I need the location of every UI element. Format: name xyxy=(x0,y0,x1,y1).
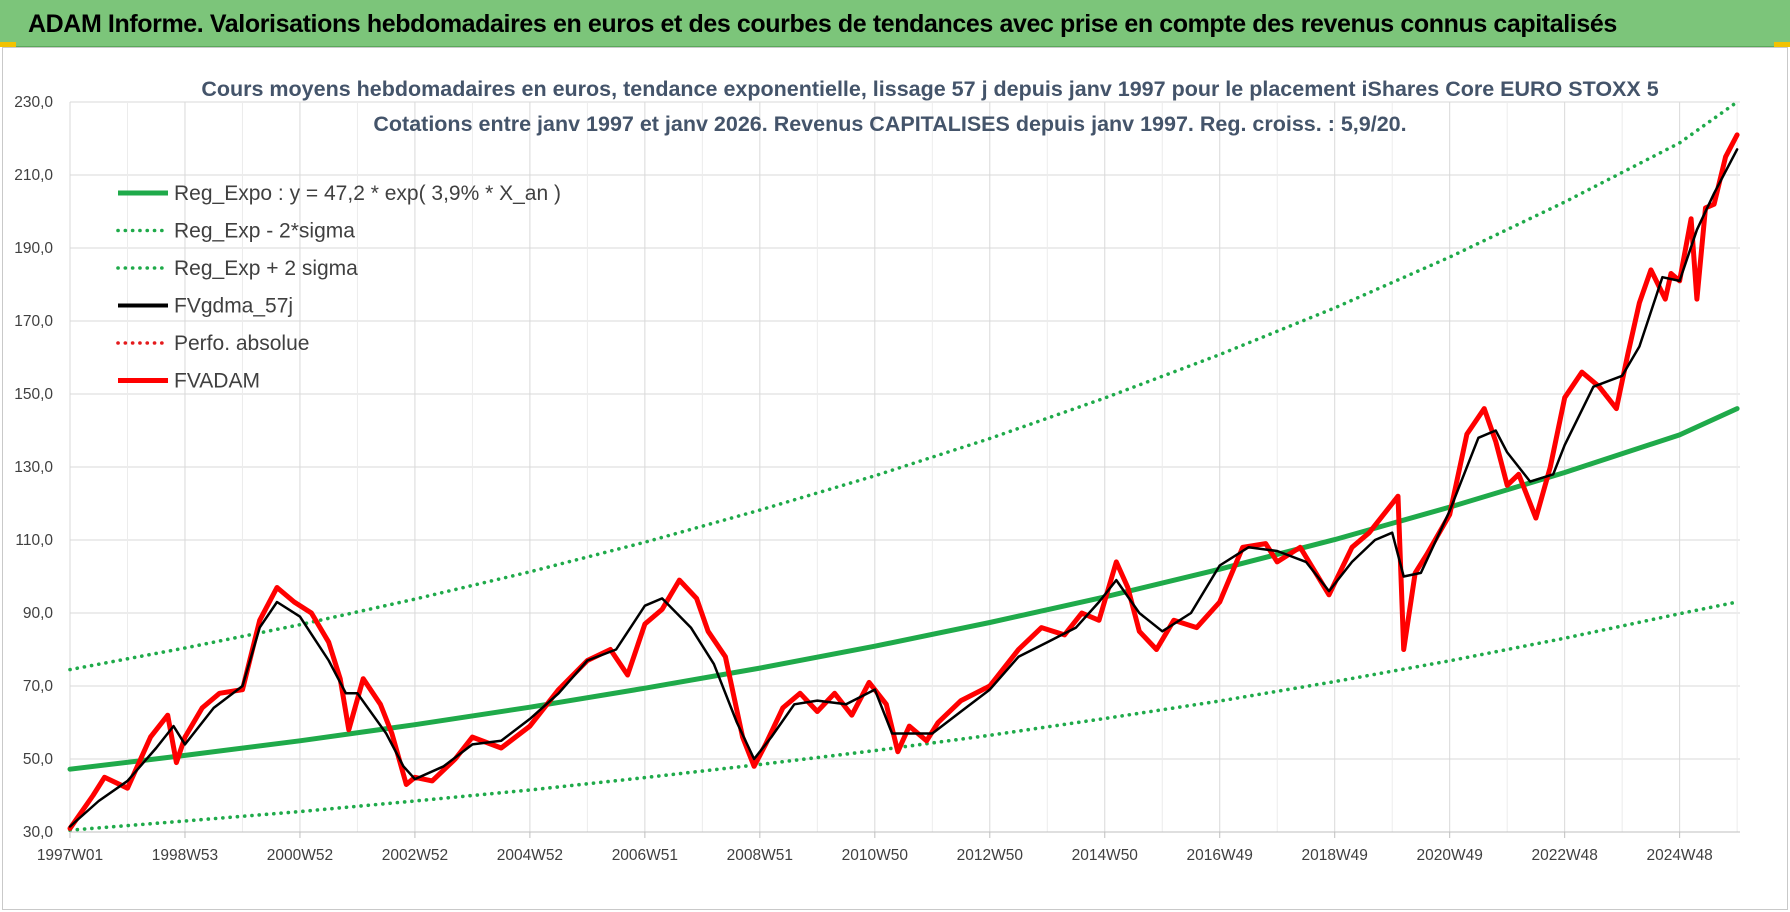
legend-label: Perfo. absolue xyxy=(174,332,309,355)
corner-marker xyxy=(1774,42,1790,47)
y-tick-label: 50,0 xyxy=(23,751,54,768)
x-tick-label: 2004W52 xyxy=(497,847,563,864)
legend-label: Reg_Expo : y = 47,2 * exp( 3,9% * X_an ) xyxy=(174,182,561,205)
x-tick-label: 2022W48 xyxy=(1531,847,1597,864)
corner-marker xyxy=(0,42,16,47)
legend-label: Reg_Exp + 2 sigma xyxy=(174,257,358,280)
y-tick-label: 90,0 xyxy=(23,605,54,622)
series-line-0 xyxy=(67,406,1740,772)
y-tick-label: 30,0 xyxy=(23,824,54,841)
x-tick-label: 1998W53 xyxy=(152,847,218,864)
series-line-3 xyxy=(68,148,1739,828)
series-line-5 xyxy=(67,132,1740,831)
x-tick-label: 2012W50 xyxy=(957,847,1024,864)
legend-label: FVgdma_57j xyxy=(174,295,293,318)
x-tick-label: 1997W01 xyxy=(37,847,103,864)
chart-title: Cours moyens hebdomadaires en euros, ten… xyxy=(201,77,1658,136)
x-tick-label: 2016W49 xyxy=(1187,847,1253,864)
legend-label: Reg_Exp - 2*sigma xyxy=(174,220,355,243)
gridlines xyxy=(69,101,1740,833)
x-tick-label: 2014W50 xyxy=(1072,847,1139,864)
x-tick-label: 2020W49 xyxy=(1417,847,1483,864)
series-line-1 xyxy=(68,600,1739,833)
legend: Reg_Expo : y = 47,2 * exp( 3,9% * X_an )… xyxy=(116,182,561,393)
x-tick-label: 2006W51 xyxy=(612,847,678,864)
chart-title-line-1: Cours moyens hebdomadaires en euros, ten… xyxy=(201,77,1658,101)
chart-title-line-2: Cotations entre janv 1997 et janv 2026. … xyxy=(373,112,1406,136)
report-title: ADAM Informe. Valorisations hebdomadaire… xyxy=(28,10,1617,38)
x-tick-label: 2024W48 xyxy=(1646,847,1712,864)
x-tick-label: 2008W51 xyxy=(727,847,793,864)
x-tick-label: 2002W52 xyxy=(382,847,448,864)
axes: 30,0 50,0 70,0 90,0 110,0 130,0 150,0 170,0 190,… xyxy=(14,94,1740,864)
y-tick-label: 130,0 xyxy=(14,459,53,476)
y-tick-label: 70,0 xyxy=(23,678,54,695)
series-line-2 xyxy=(68,100,1739,672)
report-banner: ADAM Informe. Valorisations hebdomadaire… xyxy=(0,0,1790,47)
legend-label: FVADAM xyxy=(174,370,260,393)
x-tick-label: 2010W50 xyxy=(842,847,909,864)
x-tick-label: 2000W52 xyxy=(267,847,333,864)
y-tick-label: 110,0 xyxy=(15,532,53,549)
y-tick-label: 230,0 xyxy=(14,94,53,111)
y-tick-label: 190,0 xyxy=(14,240,53,257)
series-lines xyxy=(67,100,1740,833)
x-tick-label: 2018W49 xyxy=(1302,847,1368,864)
y-tick-label: 170,0 xyxy=(14,313,53,330)
y-tick-label: 210,0 xyxy=(14,167,53,184)
chart-frame xyxy=(2,47,1788,910)
y-tick-label: 150,0 xyxy=(14,386,53,403)
